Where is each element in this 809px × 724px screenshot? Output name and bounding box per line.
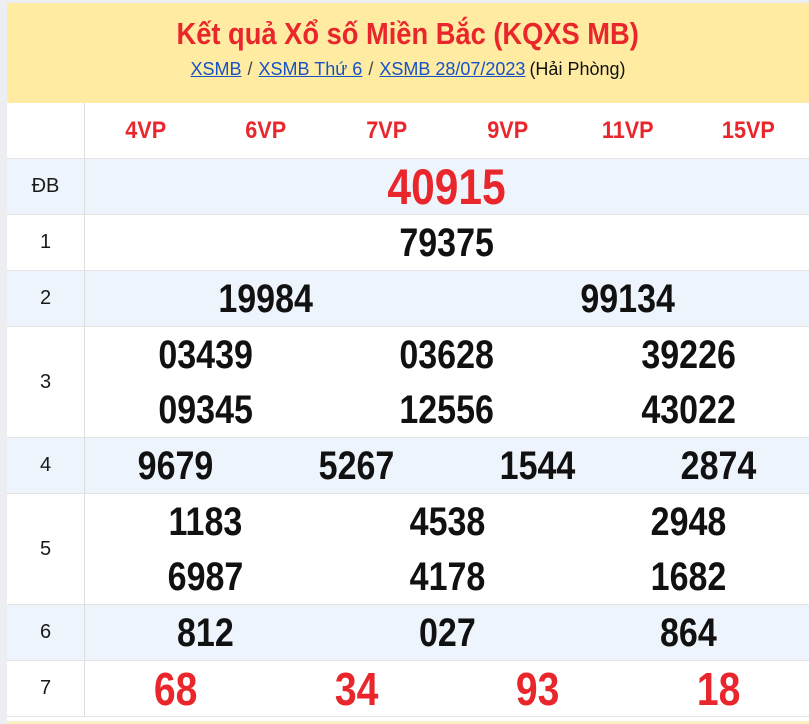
breadcrumb: XSMB / XSMB Thứ 6/XSMB 28/07/2023 (Hải Phòn… — [7, 59, 809, 80]
prize-number: 4538 — [409, 501, 485, 542]
prize-number: 12556 — [399, 389, 495, 430]
prize-number: 43022 — [641, 389, 736, 430]
row-label: 7 — [7, 661, 85, 716]
breadcrumb-suffix: (Hải Phòng) — [529, 59, 626, 79]
prize-number: 34 — [334, 665, 379, 712]
prize-number: 5267 — [318, 445, 395, 486]
row-label: 3 — [7, 327, 85, 437]
prize-number: 1682 — [650, 556, 727, 597]
prize-number: 027 — [418, 612, 476, 653]
prize-number: 19984 — [218, 278, 314, 319]
breadcrumb-link[interactable]: XSMB 28/07/2023 — [379, 59, 526, 79]
prize-number: 2948 — [650, 501, 727, 542]
prize-number: 4178 — [409, 556, 485, 597]
prize-number: 9679 — [137, 445, 214, 486]
column-header-6vp: 6VP — [245, 116, 287, 144]
table-header-row: 4VP 6VP 7VP 9VP 11VP 15VP — [7, 103, 809, 159]
prize-row-2: 2 19984 99134 — [7, 271, 809, 327]
prize-number: 93 — [515, 665, 560, 712]
row-label: 4 — [7, 438, 85, 493]
prize-number: 40915 — [387, 161, 507, 212]
prize-number: 812 — [177, 612, 235, 653]
column-header-4vp: 4VP — [124, 116, 166, 144]
breadcrumb-separator: / — [368, 59, 374, 79]
prize-number: 68 — [153, 665, 198, 712]
column-header-9vp: 9VP — [486, 116, 528, 144]
row-label: 1 — [7, 215, 85, 270]
prize-row-đb: ĐB 40915 — [7, 159, 809, 215]
prize-number: 2874 — [680, 445, 757, 486]
prize-number: 1183 — [168, 501, 243, 542]
prize-number: 1544 — [499, 445, 576, 486]
prize-row-7: 7 68 34 93 18 — [7, 661, 809, 717]
prize-number: 6987 — [167, 556, 244, 597]
row-label: 6 — [7, 605, 85, 660]
column-header-15vp: 15VP — [722, 116, 776, 144]
prize-number: 79375 — [399, 222, 495, 263]
prize-number: 99134 — [580, 278, 676, 319]
prize-number: 864 — [659, 612, 717, 653]
breadcrumb-separator: / — [247, 59, 253, 79]
prize-row-4: 4 9679 5267 1544 2874 — [7, 438, 809, 494]
prize-number: 39226 — [641, 334, 736, 375]
prize-row-5: 5 1183 4538 2948 6987 4178 1682 — [7, 494, 809, 605]
row-label: ĐB — [7, 159, 85, 214]
prize-number: 18 — [696, 665, 741, 712]
breadcrumb-link[interactable]: XSMB Thứ 6 — [258, 59, 363, 79]
prize-row-3: 3 03439 03628 39226 09345 12556 43022 — [7, 327, 809, 438]
row-label: 5 — [7, 494, 85, 604]
lottery-results-page: Kết quả Xổ số Miền Bắc (KQXS MB) XSMB / XS… — [7, 3, 809, 724]
prize-row-1: 1 79375 — [7, 215, 809, 271]
corner-cell — [7, 103, 85, 158]
results-table: 4VP 6VP 7VP 9VP 11VP 15VP ĐB 40915 1 79375 2… — [7, 103, 809, 717]
column-header-11vp: 11VP — [602, 116, 654, 144]
page-header: Kết quả Xổ số Miền Bắc (KQXS MB) XSMB / XS… — [7, 3, 809, 103]
prize-number: 09345 — [158, 389, 253, 430]
row-label: 2 — [7, 271, 85, 326]
breadcrumb-link[interactable]: XSMB — [190, 59, 242, 79]
prize-row-6: 6 812 027 864 — [7, 605, 809, 661]
page-title: Kết quả Xổ số Miền Bắc (KQXS MB) — [176, 16, 640, 51]
column-header-7vp: 7VP — [366, 116, 408, 144]
prize-number: 03628 — [399, 334, 495, 375]
prize-number: 03439 — [158, 334, 253, 375]
